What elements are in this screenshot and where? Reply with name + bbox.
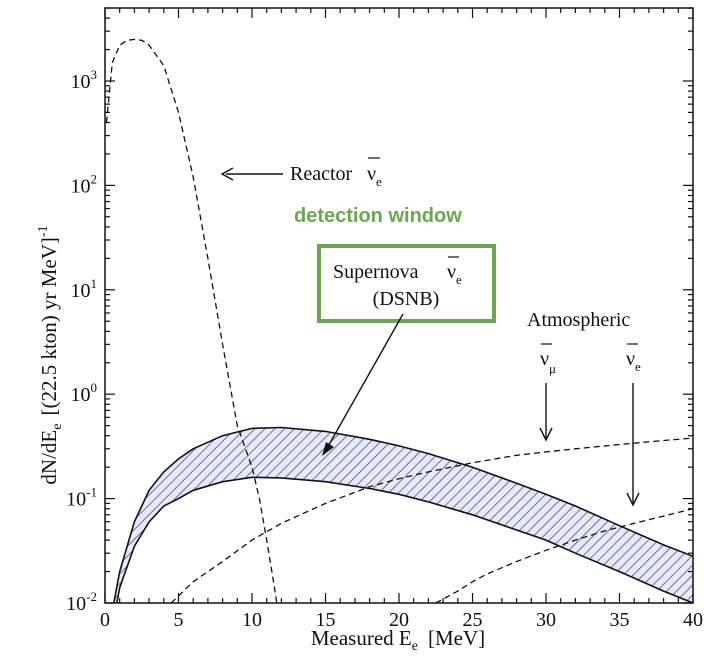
supernova-nu-symbol: νe — [447, 256, 462, 287]
x-tick-label: 40 — [683, 609, 703, 631]
y-tick-label: 102 — [71, 171, 98, 197]
atmospheric-numu-curve — [170, 437, 693, 603]
dsnb-label: (DSNB) — [373, 288, 440, 310]
reactor-annotation: Reactor νe — [220, 157, 382, 189]
atmospheric-numu-label: νμ — [539, 343, 556, 442]
atmospheric-nue-label: νe — [626, 343, 641, 507]
svg-text:Reactor: Reactor — [290, 163, 353, 185]
x-axis-label: Measured Ee [MeV] — [311, 626, 485, 654]
y-axis-label: dN/dEe[(22.5 kton) yr MeV]-1 — [36, 225, 65, 484]
svg-text:dN/dEe[(22.5 kton) yr MeV]-1: dN/dEe[(22.5 kton) yr MeV]-1 — [36, 225, 65, 484]
detection-window-label: detection window — [294, 205, 462, 227]
dsnb-band — [113, 427, 693, 603]
y-tick-label: 10-2 — [66, 589, 97, 615]
dsnb-lower-curve — [116, 476, 693, 603]
x-tick-label: 15 — [316, 609, 336, 631]
x-tick-label: 30 — [536, 609, 556, 631]
dsnb-arrow — [322, 313, 404, 456]
x-tick-label: 0 — [100, 609, 110, 631]
svg-text:νe: νe — [367, 163, 382, 189]
atmospheric-label: Atmospheric — [527, 309, 630, 331]
svg-text:νe: νe — [626, 348, 641, 374]
dsnb-upper-curve — [113, 426, 693, 603]
atmospheric-nue-curve — [435, 508, 693, 603]
y-tick-label: 100 — [71, 380, 98, 406]
x-tick-label: 35 — [610, 609, 630, 631]
x-tick-label: 10 — [242, 609, 262, 631]
svg-text:νμ: νμ — [540, 348, 556, 376]
x-tick-label: 25 — [463, 609, 483, 631]
detection-window-box — [317, 244, 496, 323]
x-tick-label: 20 — [389, 609, 409, 631]
y-tick-label: 10-1 — [66, 485, 97, 511]
x-tick-label: 5 — [174, 609, 184, 631]
y-tick-label: 103 — [71, 67, 98, 93]
supernova-label: Supernova — [333, 261, 419, 283]
y-tick-label: 101 — [71, 276, 98, 302]
svg-text:νe: νe — [447, 261, 462, 287]
